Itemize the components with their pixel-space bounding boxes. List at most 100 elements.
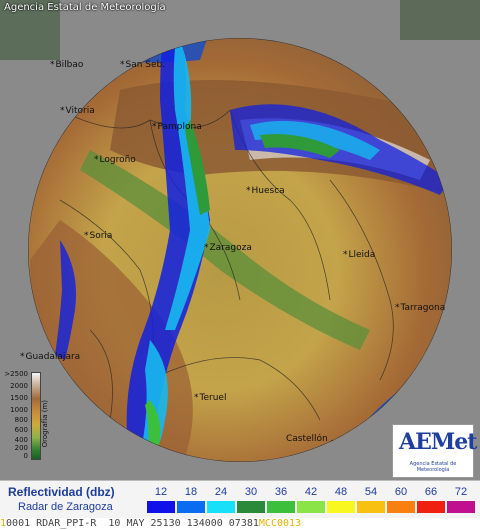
city-marker-icon: * (20, 352, 25, 362)
elevation-axis-label: Orografía (m) (41, 400, 49, 448)
footer-text: 0001 RDAR_PPI-R 10 MAY 25130 134000 0738… (6, 518, 259, 529)
scale-swatch: 36 (266, 483, 296, 517)
scale-color (447, 501, 475, 513)
scale-swatch: 60 (386, 483, 416, 517)
scale-swatch: 54 (356, 483, 386, 517)
city-name: Vitoria (65, 106, 95, 116)
city-label: *Logroño (94, 155, 136, 165)
elevation-tick: 1500 (10, 394, 28, 402)
scale-value: 66 (424, 486, 438, 498)
elevation-tick: 400 (14, 436, 28, 444)
ebro-valley (80, 150, 370, 350)
map-graphics (0, 0, 480, 462)
map-corner (400, 0, 480, 40)
legend-title: Reflectividad (dbz) (8, 485, 115, 499)
radar-echoes (55, 38, 450, 462)
city-name: Guadalajara (25, 352, 81, 362)
scale-swatch: 12 (146, 483, 176, 517)
footer-suffix: MCC0013 (258, 518, 302, 529)
elevation-legend: >2500 2000 1500 1000 800 600 400 200 0 O… (4, 370, 49, 460)
elevation-tick: 600 (14, 426, 28, 434)
city-name: Bilbao (55, 60, 84, 70)
city-name: Pamplona (157, 122, 202, 132)
reflectivity-legend: Reflectividad (dbz) Radar de Zaragoza 12… (0, 480, 480, 519)
city-label: Castellón . (286, 434, 335, 444)
city-name: San Seb. (125, 60, 166, 70)
reflectivity-scale: 12 18 24 30 36 42 48 54 60 66 72 (146, 483, 476, 517)
scale-color (327, 501, 355, 513)
city-label: *Tarragona (395, 303, 445, 313)
city-label: *San Seb. (120, 60, 165, 70)
city-marker-icon: * (152, 122, 157, 132)
scale-value: 60 (394, 486, 408, 498)
elevation-tick: >2500 (4, 370, 28, 378)
scale-value: 36 (274, 486, 288, 498)
city-marker-icon: * (84, 231, 89, 241)
agency-header: Agencia Estatal de Meteorología (4, 2, 166, 13)
city-marker-icon: . (327, 434, 334, 444)
scale-value: 42 (304, 486, 318, 498)
city-label: *Pamplona (152, 122, 202, 132)
scale-color (417, 501, 445, 513)
scale-value: 12 (154, 486, 168, 498)
scale-value: 72 (454, 486, 468, 498)
scale-color (267, 501, 295, 513)
city-marker-icon: * (395, 303, 400, 313)
city-name: Castellón (286, 434, 328, 444)
city-label: *Teruel (194, 393, 226, 403)
legend-subtitle: Radar de Zaragoza (18, 501, 113, 513)
city-name: Lleida (348, 250, 376, 260)
city-marker-icon: * (194, 393, 199, 403)
city-marker-icon: * (246, 186, 251, 196)
city-marker-icon: * (343, 250, 348, 260)
scale-color (237, 501, 265, 513)
city-label: *Vitoria (60, 106, 95, 116)
city-name: Logroño (99, 155, 136, 165)
city-label: *Soria (84, 231, 112, 241)
city-marker-icon: * (50, 60, 55, 70)
scale-swatch: 66 (416, 483, 446, 517)
city-name: Soria (89, 231, 113, 241)
scale-value: 18 (184, 486, 198, 498)
aemet-logo: AEMet Agencia Estatal de Meteorología (392, 424, 477, 478)
elevation-color-bar (31, 372, 41, 460)
city-marker-icon: * (204, 243, 209, 253)
status-footer: 10001 RDAR_PPI-R 10 MAY 25130 134000 073… (0, 518, 480, 530)
city-marker-icon: * (60, 106, 65, 116)
elevation-tick: 800 (14, 416, 28, 424)
scale-color (147, 501, 175, 513)
scale-value: 48 (334, 486, 348, 498)
scale-color (207, 501, 235, 513)
city-label: *Huesca (246, 186, 285, 196)
city-name: Tarragona (400, 303, 446, 313)
elevation-tick: 1000 (10, 406, 28, 414)
city-marker-icon: * (94, 155, 99, 165)
scale-color (177, 501, 205, 513)
logo-subtitle: Agencia Estatal de Meteorología (409, 461, 457, 473)
city-name: Zaragoza (209, 243, 252, 253)
radar-map: Agencia Estatal de Meteorología *Bilbao … (0, 0, 480, 480)
scale-swatch: 72 (446, 483, 476, 517)
city-marker-icon: * (120, 60, 125, 70)
city-label: *Guadalajara (20, 352, 80, 362)
scale-color (357, 501, 385, 513)
city-label: *Lleida (343, 250, 375, 260)
city-label: *Bilbao (50, 60, 83, 70)
scale-value: 24 (214, 486, 228, 498)
scale-color (387, 501, 415, 513)
elevation-tick: 200 (14, 444, 28, 452)
elevation-tick: 0 (23, 452, 28, 460)
scale-swatch: 48 (326, 483, 356, 517)
elevation-tick: 2000 (10, 382, 28, 390)
scale-value: 30 (244, 486, 258, 498)
scale-swatch: 18 (176, 483, 206, 517)
scale-color (297, 501, 325, 513)
scale-swatch: 24 (206, 483, 236, 517)
city-name: Huesca (251, 186, 285, 196)
scale-value: 54 (364, 486, 378, 498)
scale-swatch: 42 (296, 483, 326, 517)
city-name: Teruel (199, 393, 227, 403)
city-label: *Zaragoza (204, 243, 252, 253)
map-corner (0, 0, 60, 60)
footer-prefix: 1 (0, 518, 7, 529)
